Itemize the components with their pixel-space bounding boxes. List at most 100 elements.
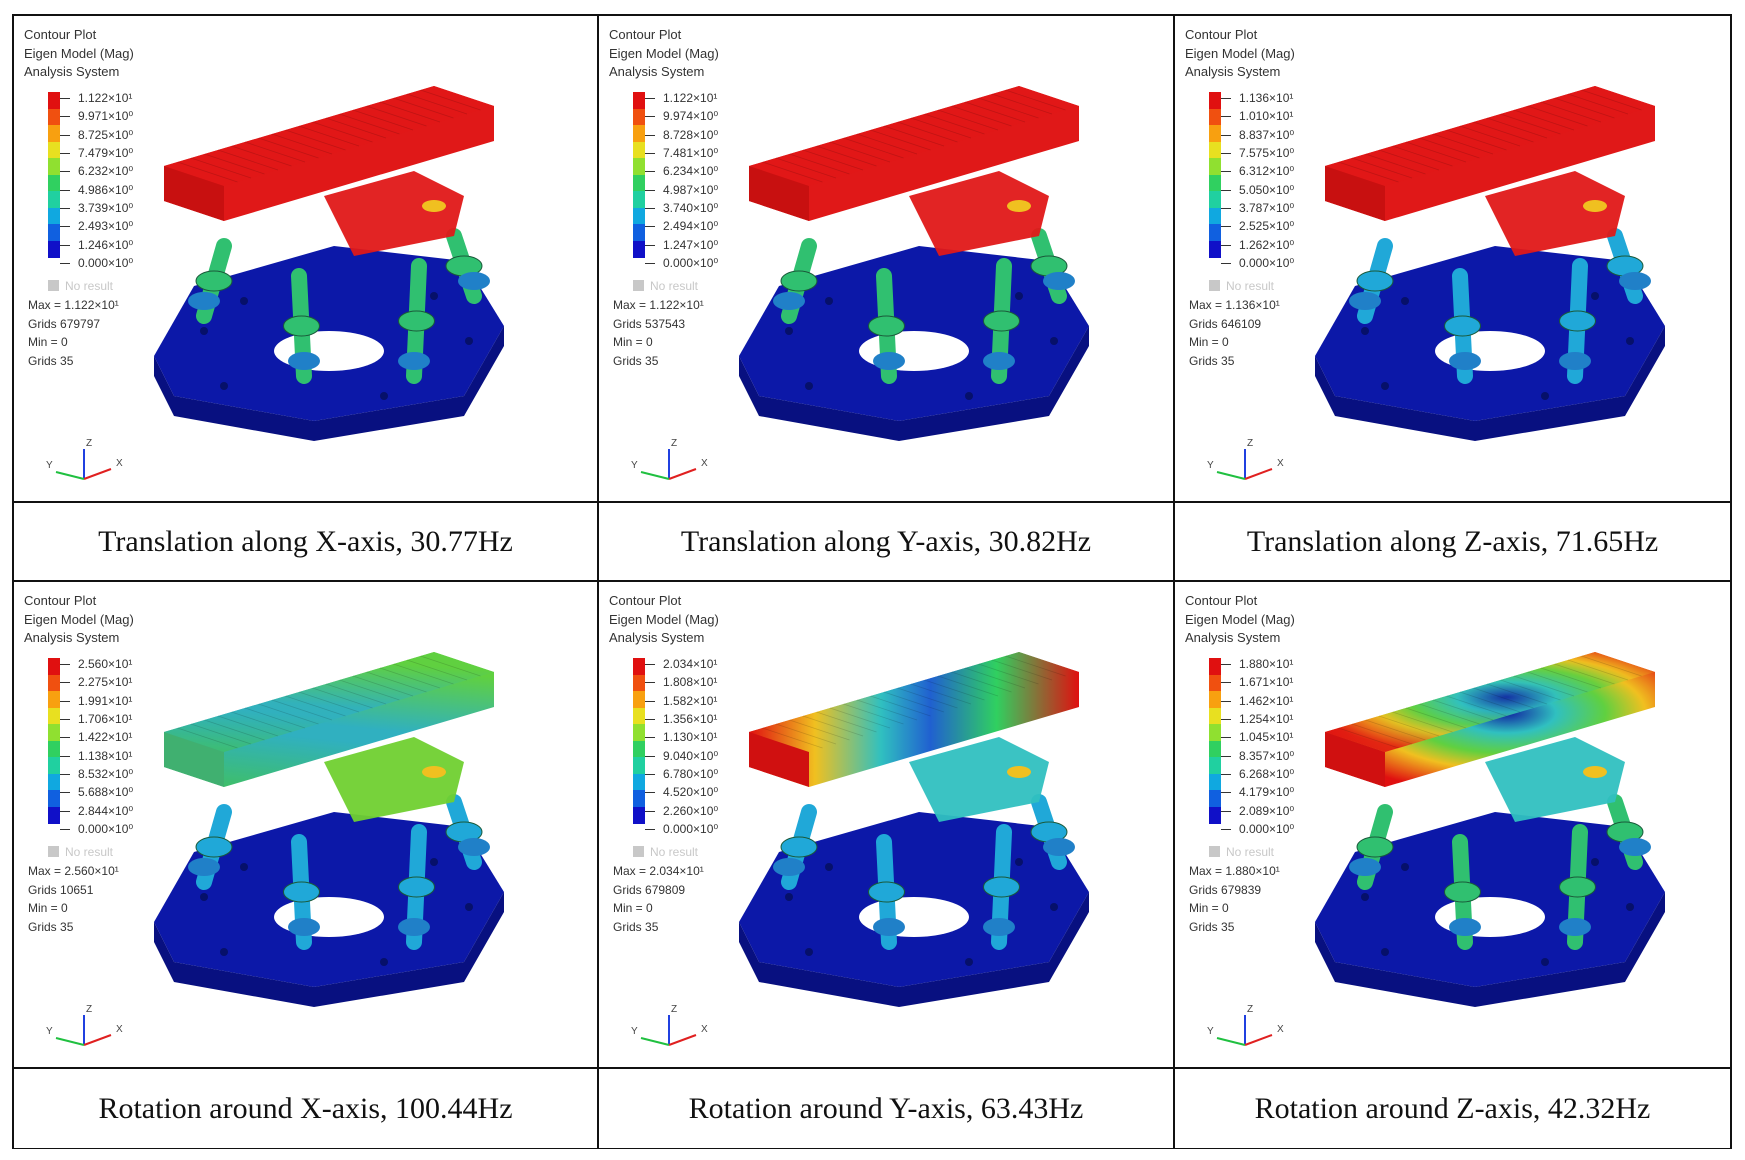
legend-swatch bbox=[633, 691, 645, 708]
legend-swatch bbox=[48, 691, 60, 708]
legend-tick bbox=[60, 719, 70, 720]
plot-header-line: Contour Plot bbox=[1185, 593, 1258, 608]
contour-plot-panel: Contour Plot Eigen Model (Mag) Analysis Sy… bbox=[1175, 582, 1730, 1069]
stat-value: 0 bbox=[61, 901, 68, 915]
no-result-label: No result bbox=[650, 845, 699, 859]
stat-label: Max = bbox=[1189, 298, 1226, 312]
no-result-entry: No result bbox=[48, 279, 113, 293]
legend-swatch bbox=[1209, 773, 1221, 791]
color-legend: 1.880×10¹ 1.671×10¹ 1.462×10¹ 1.254×10¹ 1.04… bbox=[1209, 657, 1339, 838]
legend-value: 3.787×10⁰ bbox=[1239, 201, 1295, 215]
stat-row: Grids 35 bbox=[1189, 918, 1280, 937]
legend-value: 1.462×10¹ bbox=[1239, 693, 1294, 708]
contour-plot-panel: Contour Plot Eigen Model (Mag) Analysis Sy… bbox=[599, 16, 1175, 503]
legend-swatch bbox=[633, 658, 645, 675]
plot-header-line: Eigen Model (Mag) bbox=[24, 611, 134, 627]
legend-tick bbox=[1221, 700, 1231, 702]
stat-row: Min = 0 bbox=[1189, 899, 1280, 918]
legend-value: 1.991×10¹ bbox=[78, 693, 133, 708]
legend-value: 2.034×10¹ bbox=[663, 657, 718, 671]
actuator-legs bbox=[1349, 794, 1651, 950]
legend-swatch bbox=[48, 207, 60, 225]
axis-label-x: X bbox=[701, 458, 708, 469]
plot-header-line: Contour Plot bbox=[24, 593, 97, 608]
stat-label: Grids bbox=[1189, 316, 1222, 331]
legend-tick bbox=[1221, 810, 1231, 812]
legend-value: 1.122×10¹ bbox=[78, 91, 133, 105]
fea-model-illustration bbox=[739, 86, 1089, 441]
stat-label: Grids bbox=[28, 316, 61, 331]
no-result-entry: No result bbox=[633, 845, 698, 859]
legend-tick bbox=[60, 774, 70, 775]
legend-swatch bbox=[633, 724, 645, 741]
no-result-entry: No result bbox=[1209, 845, 1274, 859]
top-block bbox=[164, 86, 494, 221]
stat-label: Min = bbox=[1189, 901, 1223, 915]
legend-tick bbox=[60, 737, 70, 739]
plot-header-line: Analysis System bbox=[609, 64, 705, 79]
legend-value: 1.808×10¹ bbox=[663, 675, 718, 690]
stat-value: 0 bbox=[1222, 335, 1229, 349]
stat-row: Grids 35 bbox=[28, 352, 119, 371]
stat-row: Grids 679809 bbox=[613, 881, 704, 900]
fea-model-illustration bbox=[1315, 652, 1665, 1007]
legend-tick bbox=[60, 189, 70, 191]
plot-header-line: Eigen Model (Mag) bbox=[609, 611, 719, 627]
plot-header-line: Contour Plot bbox=[24, 27, 97, 42]
stat-value: 679797 bbox=[60, 316, 101, 331]
plot-header: Contour Plot Eigen Model (Mag) Analysis Sy… bbox=[1185, 592, 1295, 648]
stat-label: Max = bbox=[613, 864, 650, 878]
no-result-swatch bbox=[633, 280, 644, 291]
stat-value: 679839 bbox=[1221, 882, 1262, 897]
axis-label-y: Y bbox=[1207, 1026, 1214, 1037]
legend-tick bbox=[645, 737, 655, 739]
stat-label: Grids bbox=[1189, 919, 1222, 934]
color-legend: 2.560×10¹ 2.275×10¹ 1.991×10¹ 1.706×10¹ 1.42… bbox=[48, 657, 178, 838]
legend-value: 1.122×10¹ bbox=[663, 91, 718, 105]
moving-platform bbox=[1485, 171, 1625, 256]
legend-tick bbox=[1221, 682, 1231, 684]
legend-tick bbox=[645, 244, 655, 246]
plot-header: Contour Plot Eigen Model (Mag) Analysis Sy… bbox=[24, 592, 134, 648]
legend-tick bbox=[645, 829, 655, 830]
legend-tick bbox=[60, 208, 70, 209]
legend-swatch bbox=[48, 707, 60, 725]
stat-row: Grids 10651 bbox=[28, 881, 119, 900]
contour-plot-panel: Contour Plot Eigen Model (Mag) Analysis Sy… bbox=[1175, 16, 1730, 503]
legend-tick bbox=[1221, 774, 1231, 775]
legend-tick bbox=[60, 755, 70, 757]
legend-value: 1.671×10¹ bbox=[1239, 675, 1294, 690]
legend-value: 4.520×10⁰ bbox=[663, 785, 719, 800]
mode-caption: Rotation around Y-axis, 63.43Hz bbox=[599, 1069, 1175, 1148]
legend-tick bbox=[60, 792, 70, 794]
legend-swatch bbox=[633, 707, 645, 725]
stat-label: Min = bbox=[1189, 335, 1223, 349]
legend-tick bbox=[1221, 737, 1231, 739]
legend-swatch bbox=[48, 224, 60, 241]
legend-color-bar bbox=[48, 658, 60, 824]
legend-swatch bbox=[48, 174, 60, 192]
stat-label: Min = bbox=[613, 901, 647, 915]
axis-label-y: Y bbox=[631, 1026, 638, 1037]
legend-swatch bbox=[48, 108, 60, 126]
actuator-legs bbox=[188, 794, 490, 950]
legend-swatch bbox=[1209, 691, 1221, 708]
axis-label-y: Y bbox=[1207, 460, 1214, 471]
stat-label: Grids bbox=[613, 919, 646, 934]
stat-value: 0 bbox=[1222, 901, 1229, 915]
legend-tick bbox=[60, 98, 70, 99]
legend-swatch bbox=[633, 773, 645, 791]
legend-color-bar bbox=[633, 658, 645, 824]
legend-value: 6.268×10⁰ bbox=[1239, 767, 1295, 781]
legend-value: 9.971×10⁰ bbox=[78, 109, 134, 124]
axis-triad: Z X Y bbox=[1207, 1004, 1284, 1046]
stat-label: Grids bbox=[613, 882, 646, 897]
plot-header-line: Contour Plot bbox=[609, 593, 682, 608]
plot-header-line: Analysis System bbox=[24, 630, 120, 645]
legend-swatch bbox=[1209, 125, 1221, 142]
axis-triad: Z X Y bbox=[46, 1004, 123, 1046]
fea-model-illustration bbox=[154, 652, 504, 1007]
plot-statistics: Max = 1.122×10¹ Grids 679797 Min = 0 Grids … bbox=[28, 296, 119, 370]
legend-tick bbox=[645, 664, 655, 665]
legend-tick bbox=[1221, 171, 1231, 173]
